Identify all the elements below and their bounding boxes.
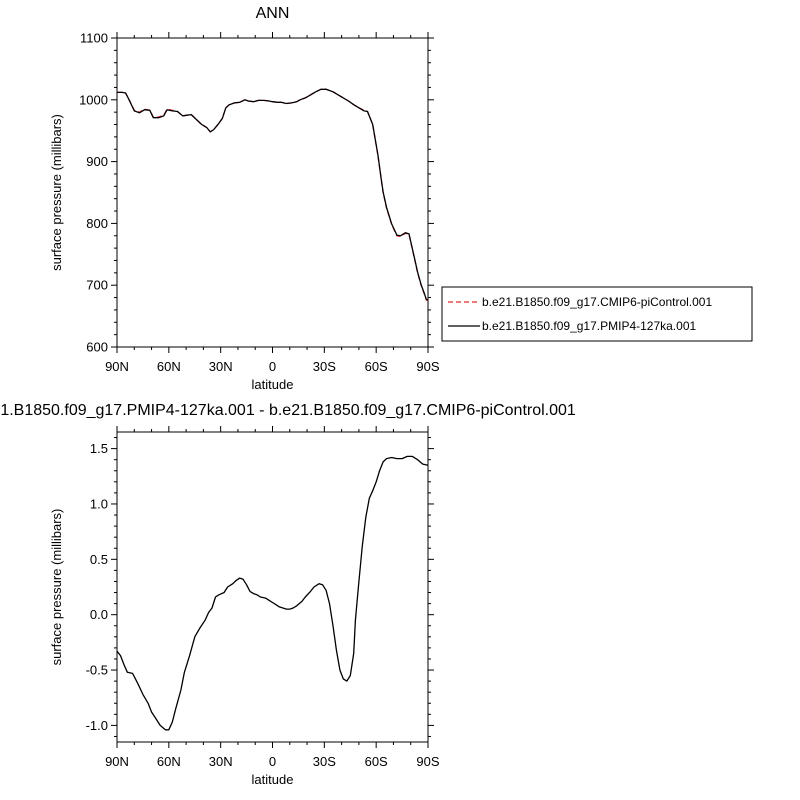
y-tick-label: -0.5 bbox=[86, 663, 108, 678]
x-axis-label: latitude bbox=[252, 772, 294, 787]
plot-frame bbox=[116, 431, 429, 743]
chart-title: ANN bbox=[256, 5, 290, 22]
y-axis-label: surface pressure (millibars) bbox=[49, 509, 64, 666]
legend-entry-0: b.e21.B1850.f09_g17.CMIP6-piControl.001 bbox=[482, 295, 712, 309]
y-tick-label: 900 bbox=[86, 154, 108, 169]
y-tick-label: 1000 bbox=[79, 92, 108, 107]
y-tick-label: 1.0 bbox=[90, 496, 108, 511]
chart-panel-top: ANN 90N 60N 30N 0 30S 60S 90S 600 700 800 900 1000 11… bbox=[49, 5, 753, 392]
y-tick-label: -1.0 bbox=[86, 718, 108, 733]
y-tick-label: 800 bbox=[86, 216, 108, 231]
x-tick-label: 60N bbox=[157, 754, 181, 769]
chart-panel-bottom: b.e21.B1850.f09_g17.PMIP4-127ka.001 - b.… bbox=[0, 402, 576, 787]
y-tick-label: 700 bbox=[86, 278, 108, 293]
x-tick-label: 90N bbox=[105, 359, 129, 374]
series-line-1 bbox=[117, 88, 429, 301]
legend-entry-1: b.e21.B1850.f09_g17.PMIP4-127ka.001 bbox=[482, 319, 696, 333]
x-tick-label: 90S bbox=[416, 359, 439, 374]
y-tick-label: 1100 bbox=[80, 31, 108, 46]
y-axis-label: surface pressure (millibars) bbox=[49, 114, 64, 271]
x-tick-label: 90N bbox=[105, 754, 129, 769]
x-tick-label: 90S bbox=[416, 754, 439, 769]
x-tick-label: 0 bbox=[269, 754, 276, 769]
series-line-0 bbox=[117, 88, 429, 302]
x-tick-label: 60N bbox=[157, 359, 181, 374]
x-tick-label: 60S bbox=[365, 754, 388, 769]
x-tick-label: 60S bbox=[365, 359, 388, 374]
x-tick-label: 30N bbox=[209, 754, 233, 769]
x-axis-label: latitude bbox=[252, 377, 294, 392]
legend: b.e21.B1850.f09_g17.CMIP6-piControl.001b… bbox=[441, 286, 753, 342]
x-tick-label: 30S bbox=[313, 359, 336, 374]
y-tick-label: 1.5 bbox=[90, 441, 108, 456]
y-tick-label: 0.0 bbox=[90, 607, 108, 622]
x-tick-label: 30S bbox=[313, 754, 336, 769]
legend-box bbox=[441, 286, 753, 342]
series-line-0 bbox=[116, 455, 429, 731]
plot-frame bbox=[116, 37, 429, 348]
y-tick-label: 600 bbox=[86, 340, 108, 355]
chart-title: b.e21.B1850.f09_g17.PMIP4-127ka.001 - b.… bbox=[0, 402, 576, 419]
y-tick-label: 0.5 bbox=[90, 552, 108, 567]
x-tick-label: 0 bbox=[269, 359, 276, 374]
x-tick-label: 30N bbox=[209, 359, 233, 374]
